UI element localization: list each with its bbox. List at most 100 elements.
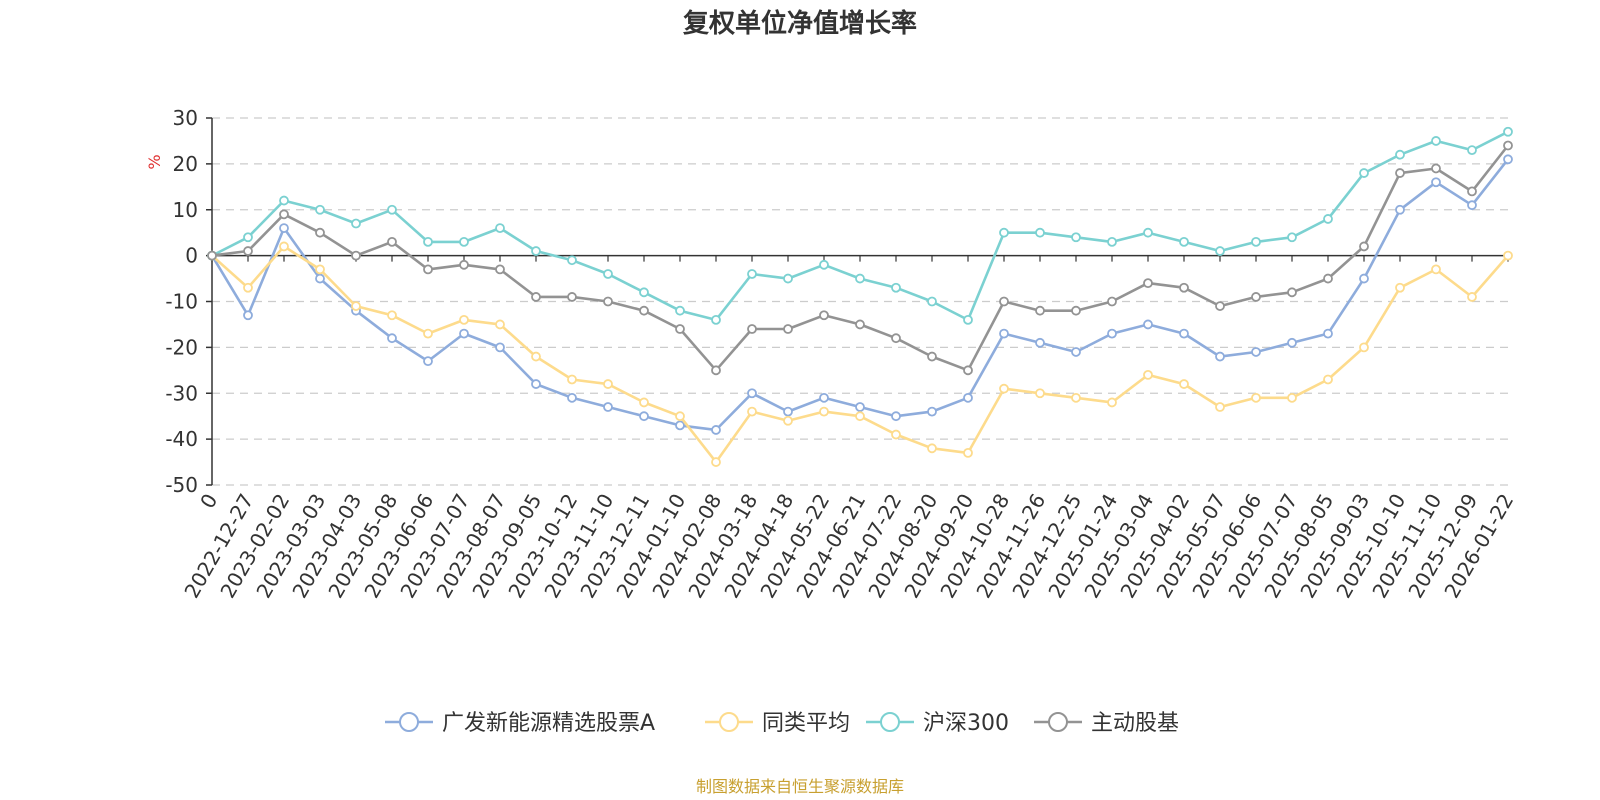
data-point (963, 314, 973, 325)
legend-label: 沪深300 (923, 711, 1009, 736)
data-point (351, 218, 361, 229)
data-point (1467, 145, 1477, 156)
data-point (351, 250, 361, 261)
data-point (1287, 287, 1297, 298)
data-point (963, 447, 973, 458)
data-point (1071, 305, 1081, 316)
legend-item[interactable]: 广发新能源精选股票A (385, 711, 655, 736)
legend-label: 广发新能源精选股票A (442, 711, 655, 736)
series-1 (207, 241, 1513, 467)
data-point (279, 209, 289, 220)
data-point (1359, 168, 1369, 178)
data-point (639, 411, 649, 422)
data-point (243, 232, 253, 243)
axes: 3020100-10-20-30-40-5002022-12-272023-02… (165, 106, 1518, 602)
data-point (1287, 337, 1297, 348)
y-tick-label: 0 (185, 244, 198, 268)
data-point (531, 351, 541, 362)
y-tick-label: -10 (165, 290, 198, 314)
data-point (855, 273, 865, 284)
legend-marker-icon (880, 712, 900, 732)
data-point (747, 388, 757, 399)
data-point (531, 246, 541, 256)
data-point (1431, 264, 1441, 275)
data-point (999, 296, 1009, 307)
data-point (783, 415, 793, 426)
data-point (1251, 236, 1261, 247)
data-point (1323, 374, 1333, 385)
x-tick-label: 0 (195, 490, 222, 513)
legend-label: 同类平均 (762, 711, 850, 736)
y-tick-label: 30 (173, 106, 198, 130)
legend[interactable]: 广发新能源精选股票A 同类平均 沪深300 主动股基 (385, 711, 1179, 736)
data-point (999, 383, 1009, 394)
data-point (675, 411, 685, 422)
data-point (495, 264, 505, 275)
data-point (639, 287, 649, 298)
data-point (819, 392, 829, 403)
data-point (387, 310, 397, 321)
data-point (675, 420, 685, 431)
data-point (495, 319, 505, 330)
data-point (1395, 282, 1405, 293)
data-point (1503, 126, 1513, 137)
data-point (315, 273, 325, 284)
data-point (1359, 342, 1369, 353)
data-point (1215, 246, 1225, 256)
data-point (1035, 388, 1045, 399)
data-point (855, 402, 865, 412)
data-point (1467, 200, 1477, 211)
data-point (603, 269, 613, 279)
data-point (1107, 397, 1117, 408)
y-tick-label: -30 (165, 381, 198, 405)
data-point (819, 310, 829, 321)
data-point (315, 264, 325, 275)
data-point (1035, 337, 1045, 348)
data-point (747, 406, 757, 417)
data-point (423, 328, 433, 339)
data-point (603, 402, 613, 412)
legend-marker-icon (399, 712, 419, 732)
data-point (711, 425, 721, 435)
y-tick-label: 10 (173, 198, 198, 222)
data-point (711, 314, 721, 325)
data-point (1215, 301, 1225, 311)
data-point (783, 273, 793, 284)
data-point (1287, 392, 1297, 403)
data-point (1503, 140, 1513, 151)
data-point (1071, 232, 1081, 243)
series-2 (207, 126, 1513, 325)
data-point (1143, 319, 1153, 330)
data-point (1359, 241, 1369, 252)
data-point (639, 397, 649, 408)
data-point (711, 365, 721, 376)
data-point (1503, 154, 1513, 165)
legend-item[interactable]: 同类平均 (705, 711, 850, 736)
data-point (1215, 402, 1225, 412)
data-point (999, 328, 1009, 339)
legend-label: 主动股基 (1091, 711, 1179, 736)
data-point (927, 406, 937, 417)
data-point (279, 195, 289, 206)
data-point (999, 227, 1009, 238)
data-point (279, 241, 289, 252)
data-point (1107, 328, 1117, 339)
series-0 (207, 154, 1513, 435)
data-point (567, 292, 577, 302)
data-point (1251, 292, 1261, 302)
gridlines (212, 117, 1508, 486)
data-point (855, 411, 865, 422)
legend-item[interactable]: 主动股基 (1034, 711, 1179, 736)
data-point (567, 374, 577, 385)
data-point (495, 342, 505, 353)
data-point (783, 406, 793, 417)
data-point (567, 392, 577, 403)
data-point (531, 292, 541, 302)
data-point (1431, 177, 1441, 188)
y-tick-label: -40 (165, 427, 198, 451)
legend-item[interactable]: 沪深300 (866, 711, 1009, 736)
data-point (1431, 136, 1441, 146)
data-point (1035, 305, 1045, 316)
data-point (1323, 273, 1333, 284)
